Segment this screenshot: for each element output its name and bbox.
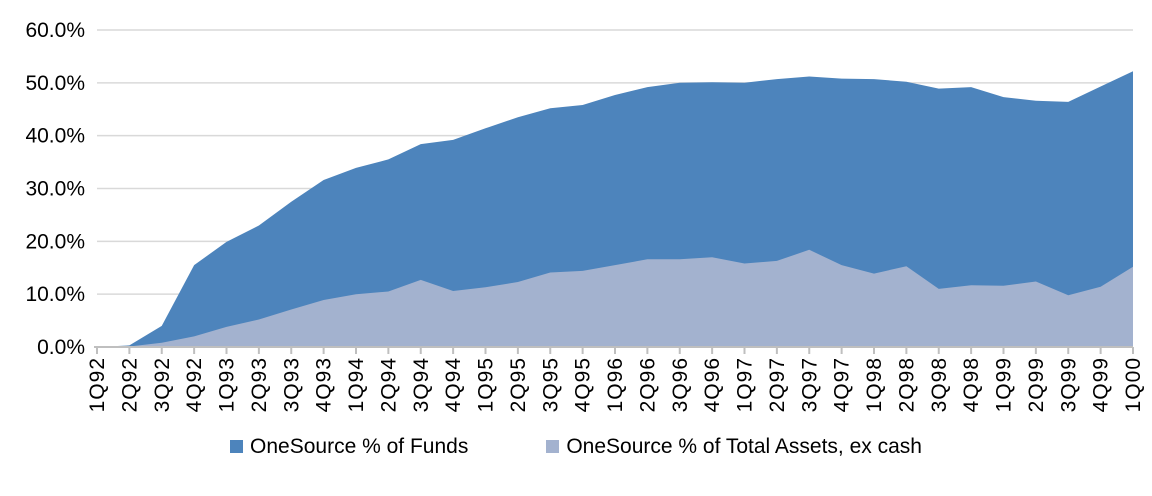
x-tick-label: 3Q93 <box>280 357 303 412</box>
legend-label-assets: OneSource % of Total Assets, ex cash <box>566 435 922 458</box>
legend-swatch-funds-icon <box>230 440 244 453</box>
x-tick-label: 2Q97 <box>766 357 789 412</box>
y-tick-label: 0.0% <box>37 336 85 359</box>
x-tick-label: 4Q99 <box>1090 357 1113 412</box>
y-tick-label: 20.0% <box>25 230 85 253</box>
legend: OneSource % of Funds OneSource % of Tota… <box>0 436 1152 457</box>
x-tick-label: 1Q96 <box>604 357 627 412</box>
x-tick-label: 4Q92 <box>183 357 206 412</box>
x-tick-label: 2Q96 <box>636 357 659 412</box>
x-tick-label: 2Q98 <box>895 357 918 412</box>
x-tick-label: 4Q97 <box>831 357 854 412</box>
y-tick-label: 10.0% <box>25 283 85 306</box>
x-tick-label: 3Q99 <box>1057 357 1080 412</box>
legend-item-funds: OneSource % of Funds <box>230 436 468 457</box>
y-tick-label: 40.0% <box>25 125 85 148</box>
x-tick-label: 1Q95 <box>475 357 498 412</box>
x-tick-label: 2Q92 <box>118 357 141 412</box>
legend-swatch-assets-icon <box>546 440 560 453</box>
x-tick-label: 4Q98 <box>960 357 983 412</box>
x-tick-label: 1Q92 <box>86 357 109 412</box>
x-tick-label: 3Q97 <box>798 357 821 412</box>
x-tick-label: 2Q94 <box>377 357 400 412</box>
x-tick-label: 4Q93 <box>313 357 336 412</box>
plot-area: 0.0% 10.0% 20.0% 30.0% 40.0% 50.0% 60.0% 1Q92 2Q… <box>25 19 1145 412</box>
legend-label-funds: OneSource % of Funds <box>250 435 469 458</box>
x-tick-label: 2Q99 <box>1025 357 1048 412</box>
x-tick-label: 4Q95 <box>572 357 595 412</box>
x-tick-label: 4Q96 <box>701 357 724 412</box>
y-tick-label: 60.0% <box>25 19 85 42</box>
x-tick-label: 1Q98 <box>863 357 886 412</box>
x-tick-label: 3Q95 <box>539 357 562 412</box>
x-tick-label: 3Q94 <box>410 357 433 412</box>
x-tick-label: 4Q94 <box>442 357 465 412</box>
legend-item-assets: OneSource % of Total Assets, ex cash <box>546 436 922 457</box>
x-tick-label: 2Q93 <box>248 357 271 412</box>
x-tick-label: 1Q00 <box>1122 357 1145 412</box>
x-tick-label: 3Q98 <box>928 357 951 412</box>
x-tick-label: 1Q94 <box>345 357 368 412</box>
y-tick-label: 50.0% <box>25 72 85 95</box>
x-tick-label: 3Q92 <box>151 357 174 412</box>
x-tick-label: 2Q95 <box>507 357 530 412</box>
x-tick-label: 1Q93 <box>216 357 239 412</box>
x-tick-label: 1Q99 <box>993 357 1016 412</box>
area-assets <box>97 249 1133 347</box>
y-tick-label: 30.0% <box>25 178 85 201</box>
x-tick-label: 1Q97 <box>734 357 757 412</box>
x-tick-label: 3Q96 <box>669 357 692 412</box>
